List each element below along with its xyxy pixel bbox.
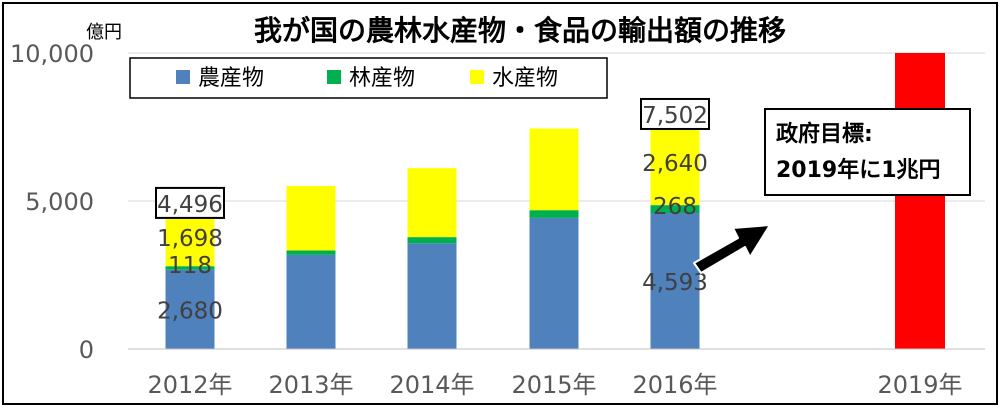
y-tick-label: 0 [79,336,94,364]
bar-segment [407,168,457,238]
legend-swatch [470,70,484,84]
bar-segment [650,213,700,349]
x-tick-label: 2015年 [511,371,596,399]
target-bar [895,53,945,349]
data-label: 1,698 [157,226,223,252]
data-label: 118 [168,253,212,279]
bar-segment [165,266,215,270]
bar-segment [286,254,336,349]
data-label: 2,640 [642,151,708,177]
bar-segment [165,269,215,349]
legend-swatch [176,70,190,84]
data-label: 2,680 [157,298,223,324]
x-tick-label: 2016年 [632,371,717,399]
legend-label: 林産物 [349,66,415,91]
x-tick-label: 2019年 [877,371,962,399]
bar-segment [407,237,457,244]
chart-title: 我が国の農林水産物・食品の輸出額の推移 [254,14,786,47]
data-label: 4,593 [642,270,708,296]
target-annotation: 政府目標: 2019年に1兆円 [693,108,971,274]
annotation-text: 政府目標: [776,121,873,147]
unit-label: 億円 [86,22,122,43]
bar-segment [650,205,700,214]
total-label: 4,496 [157,192,223,218]
total-box [155,186,225,219]
arrow-icon [693,224,771,274]
annotation-box [764,108,971,196]
bars [165,53,945,349]
legend-label: 水産物 [492,66,558,91]
bar-segment [286,250,336,255]
bar-segment [165,215,215,267]
bar-segment [407,243,457,349]
bar-segment [529,217,579,349]
bar-segment [529,128,579,211]
y-axis-ticks: 0 5,000 10,000 [10,40,94,364]
x-tick-label: 2013年 [268,371,353,399]
total-label: 7,502 [642,103,708,129]
bar-segment [650,126,700,206]
annotation-text: 2019年に1兆円 [776,157,941,183]
bar-segment [286,185,336,251]
legend-label: 農産物 [198,66,264,91]
legend-box [129,57,608,99]
y-tick-label: 10,000 [10,40,94,68]
bar-segment [529,210,579,218]
legend-swatch [327,70,341,84]
x-tick-label: 2014年 [389,371,474,399]
x-tick-label: 2012年 [147,371,232,399]
total-box [640,97,710,130]
y-tick-label: 5,000 [25,188,94,216]
legend: 農産物 林産物 水産物 [129,57,608,99]
data-label: 268 [653,194,697,220]
x-axis-ticks: 2012年 2013年 2014年 2015年 2016年 2019年 [147,371,962,399]
